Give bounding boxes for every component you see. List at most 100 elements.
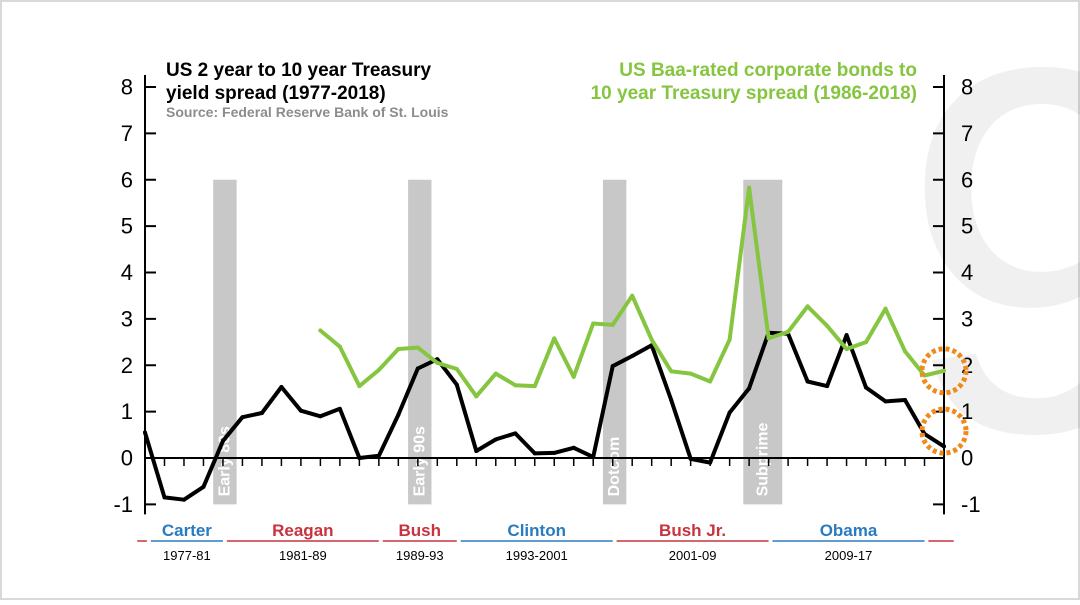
- treasury-data-point: [279, 385, 284, 390]
- treasury-data-point: [220, 438, 225, 443]
- recession-label: Subprime: [754, 422, 771, 496]
- president-years: 1981-89: [279, 548, 327, 563]
- left-y-tick-label: -1: [113, 492, 133, 517]
- left-y-tick-label: 0: [121, 446, 133, 471]
- baa-data-point: [357, 384, 362, 389]
- baa-data-point: [415, 345, 420, 350]
- treasury-data-point: [493, 437, 498, 442]
- left-y-tick-label: 5: [121, 214, 133, 239]
- president-years: 1989-93: [396, 548, 444, 563]
- right-y-tick-label: 7: [961, 121, 973, 146]
- right-y-tick-label: 5: [961, 214, 973, 239]
- secondary-title-line-1: US Baa-rated corporate bonds to: [619, 60, 917, 81]
- recession-label: Dotcom: [606, 437, 623, 497]
- recession-label: Early 90s: [411, 426, 428, 496]
- baa-data-point: [669, 369, 674, 374]
- treasury-data-point: [591, 455, 596, 460]
- president-years: 1993-2001: [506, 548, 568, 563]
- president-name: Reagan: [272, 521, 333, 540]
- baa-data-point: [396, 347, 401, 352]
- baa-data-point: [474, 394, 479, 399]
- baa-data-point: [493, 371, 498, 376]
- recession-band: [213, 179, 237, 505]
- treasury-data-point: [864, 385, 869, 390]
- baa-data-point: [610, 322, 615, 327]
- watermark: 9: [900, 0, 1080, 541]
- baa-data-point: [903, 349, 908, 354]
- baa-data-point: [630, 293, 635, 298]
- president-name: Obama: [820, 521, 878, 540]
- treasury-data-point: [727, 410, 732, 415]
- right-y-tick-label: 4: [961, 260, 973, 285]
- baa-data-point: [727, 337, 732, 342]
- primary-title-line-1: US 2 year to 10 year Treasury: [166, 60, 432, 81]
- baa-data-point: [435, 360, 440, 365]
- treasury-data-point: [415, 366, 420, 371]
- source-note: Source: Federal Reserve Bank of St. Loui…: [166, 104, 449, 120]
- treasury-data-point: [513, 431, 518, 436]
- right-y-tick-label: 6: [961, 167, 973, 192]
- treasury-data-point: [298, 408, 303, 413]
- right-y-tick-label: -1: [961, 492, 981, 517]
- baa-data-point: [766, 336, 771, 341]
- secondary-title-line-2: 10 year Treasury spread (1986-2018): [591, 83, 917, 104]
- axes: -1 -10 01 12 23 34 45 56 67 78 8: [113, 75, 980, 517]
- treasury-data-point: [143, 430, 147, 435]
- baa-data-point: [844, 347, 849, 352]
- treasury-data-point: [844, 333, 849, 338]
- baa-data-point: [805, 304, 810, 309]
- baa-data-point: [337, 344, 342, 349]
- right-y-tick-label: 3: [961, 306, 973, 331]
- recession-band: [743, 179, 783, 505]
- baa-data-point: [708, 379, 713, 384]
- recession-bands: Early 80s Early 90s Dotcom Subprime: [213, 179, 783, 505]
- president-name: Clinton: [507, 521, 566, 540]
- treasury-data-point: [669, 398, 674, 403]
- treasury-data-point: [337, 406, 342, 411]
- baa-data-point: [786, 329, 791, 334]
- treasury-data-point: [396, 412, 401, 417]
- left-y-tick-label: 2: [121, 353, 133, 378]
- treasury-data-point: [942, 444, 946, 449]
- treasury-data-point: [708, 460, 713, 465]
- left-y-tick-label: 3: [121, 306, 133, 331]
- baa-data-point: [571, 374, 576, 379]
- baa-data-point: [552, 336, 557, 341]
- treasury-data-point: [240, 415, 245, 420]
- treasury-data-point: [474, 449, 479, 454]
- baa-data-point: [513, 383, 518, 388]
- baa-data-point: [864, 340, 869, 345]
- treasury-data-point: [532, 451, 537, 456]
- baa-data-point: [318, 328, 323, 333]
- president-years: 2001-09: [669, 548, 717, 563]
- treasury-data-point: [318, 414, 323, 419]
- baa-data-point: [942, 368, 946, 373]
- baa-data-point: [688, 371, 693, 376]
- treasury-data-point: [454, 382, 459, 387]
- right-y-tick-label: 1: [961, 399, 973, 424]
- baa-data-point: [747, 185, 752, 190]
- treasury-data-point: [688, 456, 693, 461]
- recession-band: [602, 179, 627, 505]
- watermark-glyph: 9: [900, 0, 1080, 541]
- treasury-data-point: [825, 384, 830, 389]
- treasury-data-point: [162, 495, 167, 500]
- president-years: 1977-81: [163, 548, 211, 563]
- treasury-data-point: [630, 353, 635, 358]
- treasury-data-point: [376, 453, 381, 458]
- baa-data-point: [883, 306, 888, 311]
- left-y-tick-label: 6: [121, 167, 133, 192]
- treasury-spread-line: [143, 330, 946, 502]
- highlight-circles: [919, 346, 969, 456]
- treasury-data-point: [747, 386, 752, 391]
- series-lines: [143, 185, 946, 502]
- treasury-data-point: [805, 379, 810, 384]
- highlight-circle: [919, 406, 969, 456]
- secondary-title: US Baa-rated corporate bonds to 10 year …: [591, 60, 917, 104]
- baa-data-point: [591, 321, 596, 326]
- left-y-tick-label: 4: [121, 260, 133, 285]
- right-y-tick-label: 8: [961, 75, 973, 100]
- treasury-data-point: [259, 411, 264, 416]
- treasury-data-point: [571, 445, 576, 450]
